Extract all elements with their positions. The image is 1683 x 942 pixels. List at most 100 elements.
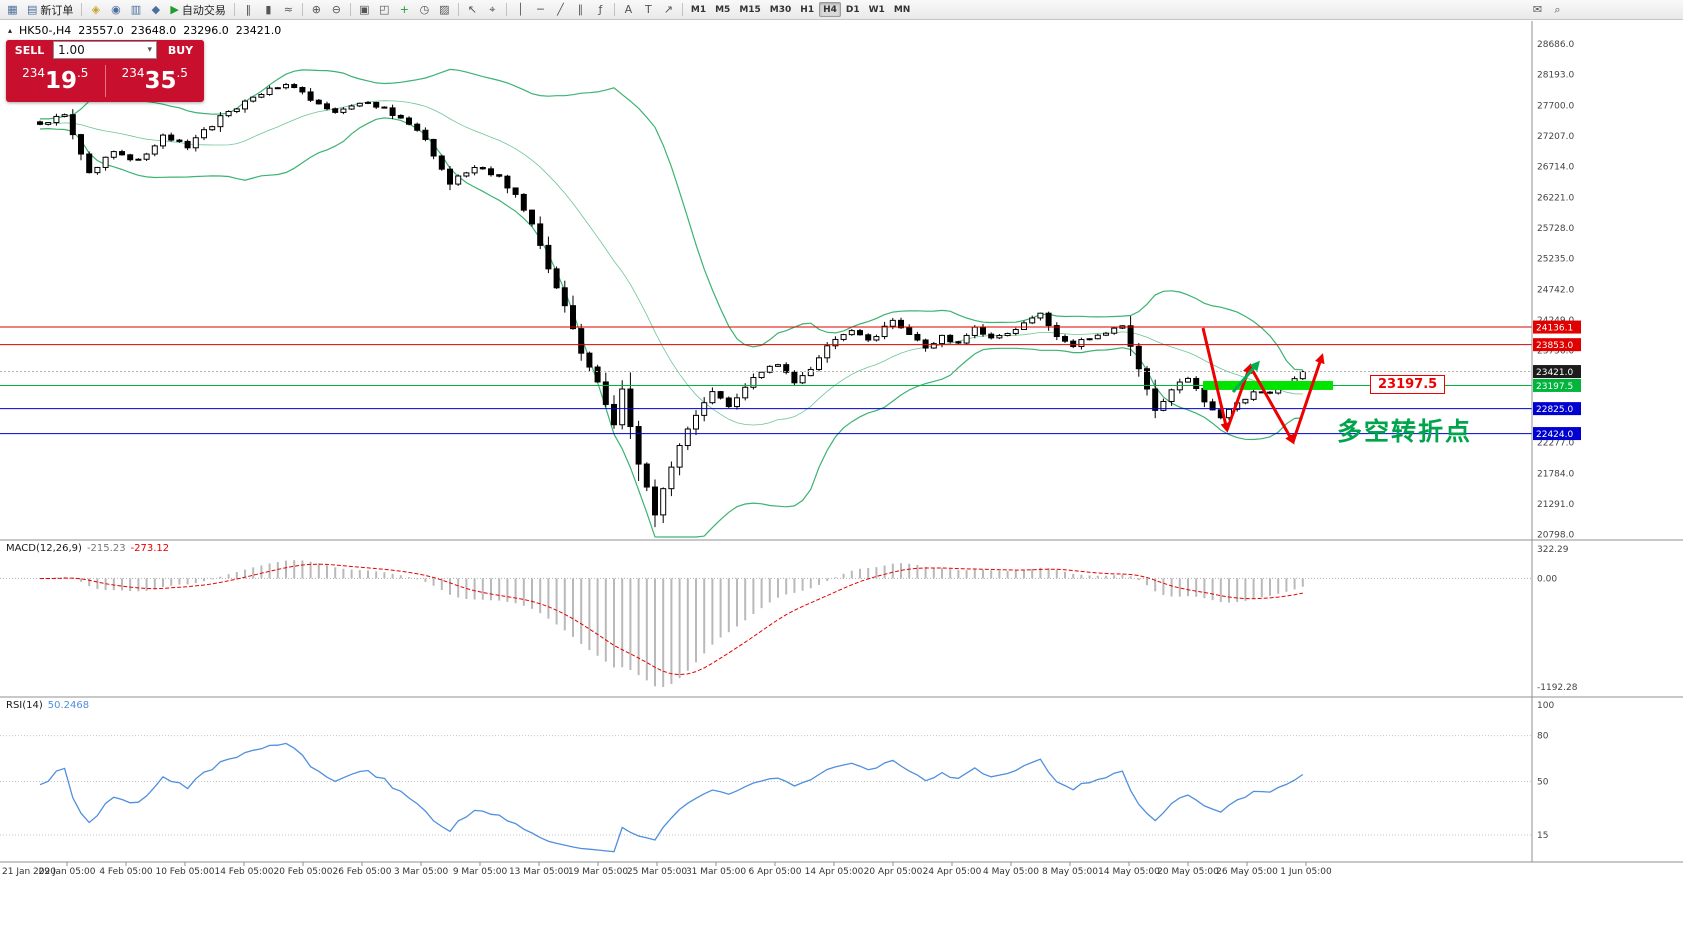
indicators-button[interactable]: + [395, 1, 414, 18]
crosshair-button[interactable]: ⌖ [483, 1, 502, 18]
svg-text:25728.0: 25728.0 [1537, 224, 1574, 234]
sell-button[interactable]: SELL [6, 40, 53, 60]
volume-dropdown-icon[interactable]: ▾ [147, 45, 152, 55]
timeframe-m1-button[interactable]: M1 [690, 4, 707, 15]
timeframe-w1-button[interactable]: W1 [868, 4, 885, 15]
svg-text:14 Apr 05:00: 14 Apr 05:00 [805, 867, 864, 877]
svg-text:21784.0: 21784.0 [1537, 469, 1574, 479]
svg-text:24 Apr 05:00: 24 Apr 05:00 [923, 867, 982, 877]
autotrading-play-icon: ▶ [170, 3, 179, 16]
ohlc-header: ▴ HK50-,H4 23557.0 23648.0 23296.0 23421… [8, 24, 281, 37]
timeframe-m30-button[interactable]: M30 [769, 4, 792, 15]
new-order-button[interactable]: ▤ 新订单 [23, 1, 77, 18]
community-button[interactable]: ✉ [1528, 1, 1547, 18]
expert-advisors-button[interactable]: ◈ [86, 1, 105, 18]
svg-text:28686.0: 28686.0 [1537, 40, 1574, 50]
timeframe-h4-button[interactable]: H4 [819, 2, 841, 17]
chat-icon: ✉ [1532, 3, 1543, 16]
arrows-button[interactable]: ↗ [659, 1, 678, 18]
vertical-line-button[interactable]: │ [511, 1, 530, 18]
chart-icon: ▦ [7, 3, 18, 16]
ohlc-low: 23296.0 [183, 24, 229, 37]
channel-button[interactable]: ∥ [571, 1, 590, 18]
macd-indicator-label: MACD(12,26,9) -215.23 -273.12 [6, 543, 169, 554]
ohlc-open: 23557.0 [78, 24, 124, 37]
svg-text:23853.0: 23853.0 [1536, 341, 1573, 351]
svg-text:29 Jan 05:00: 29 Jan 05:00 [39, 867, 96, 877]
macd-main-value: -215.23 [86, 543, 126, 554]
candlestick-chart-button[interactable]: ▮ [259, 1, 278, 18]
periods-button[interactable]: ◷ [415, 1, 434, 18]
price-divider [104, 65, 106, 97]
zoom-in-button[interactable]: ⊕ [307, 1, 326, 18]
search-button[interactable]: ⌕ [1548, 1, 1567, 18]
timeframe-h1-button[interactable]: H1 [800, 4, 815, 15]
trendline-icon: ╱ [557, 3, 564, 16]
svg-text:9 Mar 05:00: 9 Mar 05:00 [453, 867, 508, 877]
timeframe-mn-button[interactable]: MN [893, 4, 911, 15]
horizontal-line-button[interactable]: ─ [531, 1, 550, 18]
svg-text:22424.0: 22424.0 [1536, 430, 1573, 440]
line-chart-button[interactable]: ≈ [279, 1, 298, 18]
svg-text:3 Mar 05:00: 3 Mar 05:00 [394, 867, 449, 877]
add-indicator-icon: + [399, 3, 409, 16]
data-window-button[interactable]: ▥ [126, 1, 145, 18]
price-digits: .5 [76, 66, 89, 80]
svg-text:80: 80 [1537, 732, 1549, 742]
new-chart-button[interactable]: ▦ [3, 1, 22, 18]
market-watch-button[interactable]: ◉ [106, 1, 125, 18]
zoom-in-icon: ⊕ [311, 3, 321, 16]
timeframe-d1-button[interactable]: D1 [845, 4, 860, 15]
autotrading-button[interactable]: ▶ 自动交易 [166, 1, 229, 18]
main-toolbar: ▦ ▤ 新订单 ◈ ◉ ▥ ◆ ▶ 自动交易 ‖ ▮ ≈ ⊕ ⊖ ▣ ◰ + ◷ ▨ ↖ ⌖ │ ─ ╱ ∥ ƒ A T ↗ M1 M5 M1… [0, 0, 1683, 20]
rsi-indicator-label: RSI(14) 50.2468 [6, 700, 89, 711]
svg-text:6 Apr 05:00: 6 Apr 05:00 [749, 867, 802, 877]
svg-text:10 Feb 05:00: 10 Feb 05:00 [155, 867, 214, 877]
turning-point-annotation[interactable]: 多空转折点 [1337, 417, 1473, 446]
tile-windows-icon: ▣ [359, 3, 370, 16]
line-chart-icon: ≈ [283, 3, 293, 16]
svg-text:100: 100 [1537, 701, 1554, 711]
price-digits: 35 [144, 67, 177, 94]
volume-input[interactable]: 1.00 ▾ [53, 41, 157, 59]
trendline-button[interactable]: ╱ [551, 1, 570, 18]
cascade-windows-button[interactable]: ◰ [375, 1, 394, 18]
svg-text:23197.5: 23197.5 [1536, 382, 1573, 392]
navigator-button[interactable]: ◆ [146, 1, 165, 18]
svg-text:20 May 05:00: 20 May 05:00 [1157, 867, 1219, 877]
support-level-label[interactable]: 23197.5 [1370, 375, 1446, 394]
toolbar-separator [81, 3, 83, 16]
fibonacci-icon: ƒ [598, 3, 603, 16]
support-zone-bar [1203, 380, 1333, 390]
price-digits: 234 [121, 66, 145, 80]
navigator-icon: ◆ [151, 3, 161, 16]
templates-button[interactable]: ▨ [435, 1, 454, 18]
svg-text:21 Jan 2020: 21 Jan 2020 [2, 867, 56, 877]
bar-chart-button[interactable]: ‖ [239, 1, 258, 18]
macd-name: MACD(12,26,9) [6, 543, 82, 554]
cursor-icon: ↖ [467, 3, 477, 16]
sell-price-button[interactable]: 234 19.5 [6, 60, 105, 102]
text-label-button[interactable]: T [639, 1, 658, 18]
cursor-button[interactable]: ↖ [463, 1, 482, 18]
new-order-button-label: 新订单 [40, 3, 74, 17]
svg-text:31 Mar 05:00: 31 Mar 05:00 [686, 867, 746, 877]
svg-text:322.29: 322.29 [1537, 545, 1569, 555]
svg-text:14 May 05:00: 14 May 05:00 [1098, 867, 1160, 877]
macd-panel: 322.29 0.00 -1192.28 [0, 545, 1578, 693]
buy-price-button[interactable]: 234 35.5 [106, 60, 205, 102]
price-digits: 19 [44, 67, 77, 94]
zoom-out-button[interactable]: ⊖ [327, 1, 346, 18]
timeframe-m5-button[interactable]: M5 [715, 4, 731, 15]
svg-text:19 Mar 05:00: 19 Mar 05:00 [568, 867, 628, 877]
svg-text:26221.0: 26221.0 [1537, 193, 1574, 203]
timeframe-m15-button[interactable]: M15 [739, 4, 761, 15]
tile-windows-button[interactable]: ▣ [355, 1, 374, 18]
svg-text:22825.0: 22825.0 [1536, 405, 1573, 415]
trend-arrows-annotation [1201, 327, 1325, 445]
fibonacci-button[interactable]: ƒ [591, 1, 610, 18]
buy-button[interactable]: BUY [157, 40, 204, 60]
text-button[interactable]: A [619, 1, 638, 18]
symbol-period-label: HK50-,H4 [19, 24, 72, 37]
